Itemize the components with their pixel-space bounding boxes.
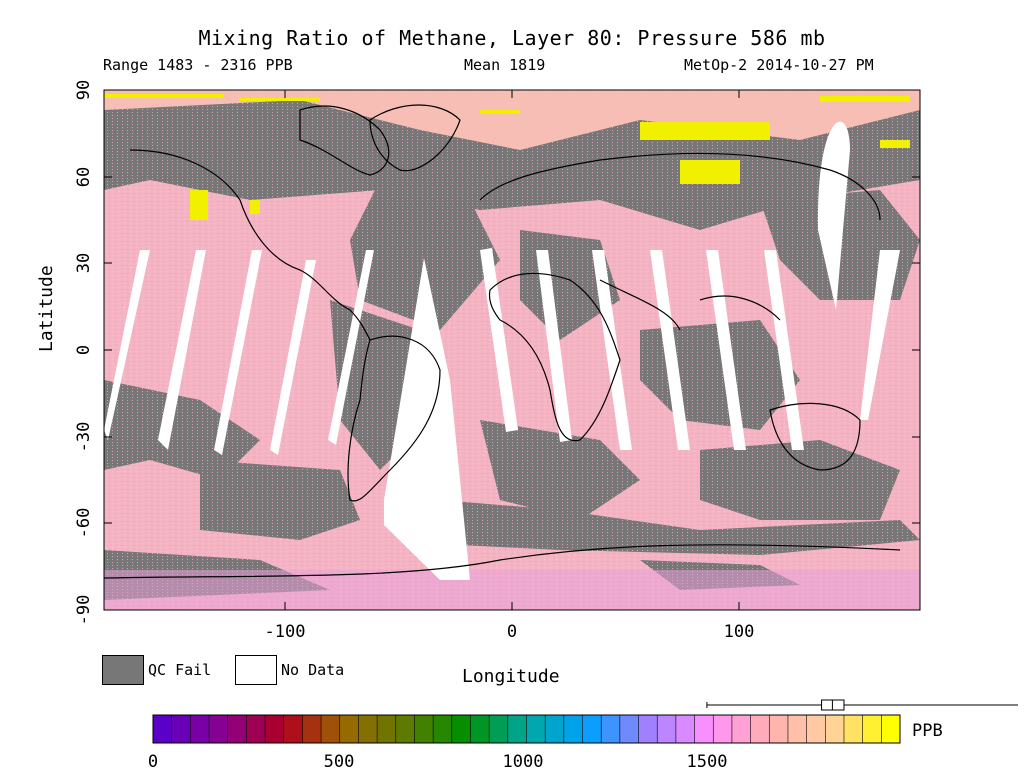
colorbar-segment bbox=[302, 715, 322, 743]
colorbar-segment bbox=[545, 715, 565, 743]
colorbar-segment bbox=[881, 715, 901, 743]
colorbar-segment bbox=[619, 715, 640, 743]
colorbar-segment bbox=[713, 715, 733, 743]
qc-fail-label: QC Fail bbox=[148, 661, 212, 679]
colorbar-tick-label: 0 bbox=[147, 752, 159, 772]
colorbar-segment bbox=[190, 715, 210, 743]
map-title: Mixing Ratio of Methane, Layer 80: Press… bbox=[198, 26, 826, 50]
colorbar-segment bbox=[377, 715, 397, 743]
colorbar-segment bbox=[321, 715, 341, 743]
colorbar-segment bbox=[787, 715, 808, 743]
qc-fail-swatch bbox=[102, 655, 144, 685]
colorbar-segment bbox=[750, 715, 770, 743]
colorbar-segment bbox=[563, 715, 584, 743]
colorbar-segment bbox=[395, 715, 415, 743]
y-tick-label: -90 bbox=[74, 594, 94, 626]
colorbar-segment bbox=[451, 715, 471, 743]
colorbar-segment bbox=[171, 715, 191, 743]
no-data-swatch bbox=[235, 655, 277, 685]
colorbar-segment bbox=[283, 715, 303, 743]
colorbar-segment bbox=[675, 715, 696, 743]
colorbar-unit: PPB bbox=[912, 721, 943, 741]
colorbar-segment bbox=[694, 715, 714, 743]
range-label: Range 1483 - 2316 PPB bbox=[103, 56, 293, 74]
colorbar-segment bbox=[582, 715, 602, 743]
y-tick-label: 60 bbox=[74, 166, 94, 188]
axis-ticks bbox=[104, 89, 920, 611]
colorbar-segment bbox=[526, 715, 546, 743]
colorbar-segment bbox=[414, 715, 434, 743]
colorbar-segment bbox=[862, 715, 882, 743]
y-tick-label: -60 bbox=[74, 507, 94, 539]
colorbar bbox=[152, 714, 901, 744]
y-axis-label: Latitude bbox=[36, 265, 57, 352]
colorbar-segment bbox=[489, 715, 509, 743]
colorbar-segment bbox=[507, 715, 527, 743]
colorbar-segment bbox=[227, 715, 247, 743]
colorbar-segment bbox=[339, 715, 359, 743]
x-tick-label: -100 bbox=[264, 622, 306, 642]
colorbar-segment bbox=[209, 715, 229, 743]
colorbar-segment bbox=[358, 715, 378, 743]
colorbar-segment bbox=[806, 715, 826, 743]
mean-label: Mean 1819 bbox=[464, 56, 546, 74]
y-tick-label: -30 bbox=[74, 421, 94, 453]
colorbar-tick-label: 1500 bbox=[686, 752, 728, 772]
colorbar-segment bbox=[638, 715, 658, 743]
colorbar-segment bbox=[601, 715, 621, 743]
map-field bbox=[104, 90, 920, 610]
source-label: MetOp-2 2014-10-27 PM bbox=[684, 56, 874, 74]
x-axis-label: Longitude bbox=[462, 666, 560, 687]
colorbar-segment bbox=[470, 715, 490, 743]
colorbar-segment bbox=[657, 715, 677, 743]
x-tick-label: 0 bbox=[506, 622, 518, 642]
y-tick-label: 0 bbox=[74, 344, 94, 356]
x-tick-label: 100 bbox=[723, 622, 755, 642]
colorbar-segment bbox=[265, 715, 285, 743]
colorbar-segment bbox=[769, 715, 789, 743]
colorbar-segment bbox=[153, 715, 173, 743]
y-tick-label: 30 bbox=[74, 252, 94, 274]
colorbar-segment bbox=[433, 715, 453, 743]
colorbar-tick-label: 500 bbox=[323, 752, 355, 772]
colorbar-tick-label: 1000 bbox=[502, 752, 544, 772]
colorbar-segment bbox=[731, 715, 752, 743]
colorbar-segment bbox=[246, 715, 266, 743]
no-data-label: No Data bbox=[281, 661, 345, 679]
summary-boxplot bbox=[706, 699, 1019, 711]
y-tick-label: 90 bbox=[74, 79, 94, 101]
colorbar-segment bbox=[843, 715, 864, 743]
colorbar-segment bbox=[825, 715, 845, 743]
